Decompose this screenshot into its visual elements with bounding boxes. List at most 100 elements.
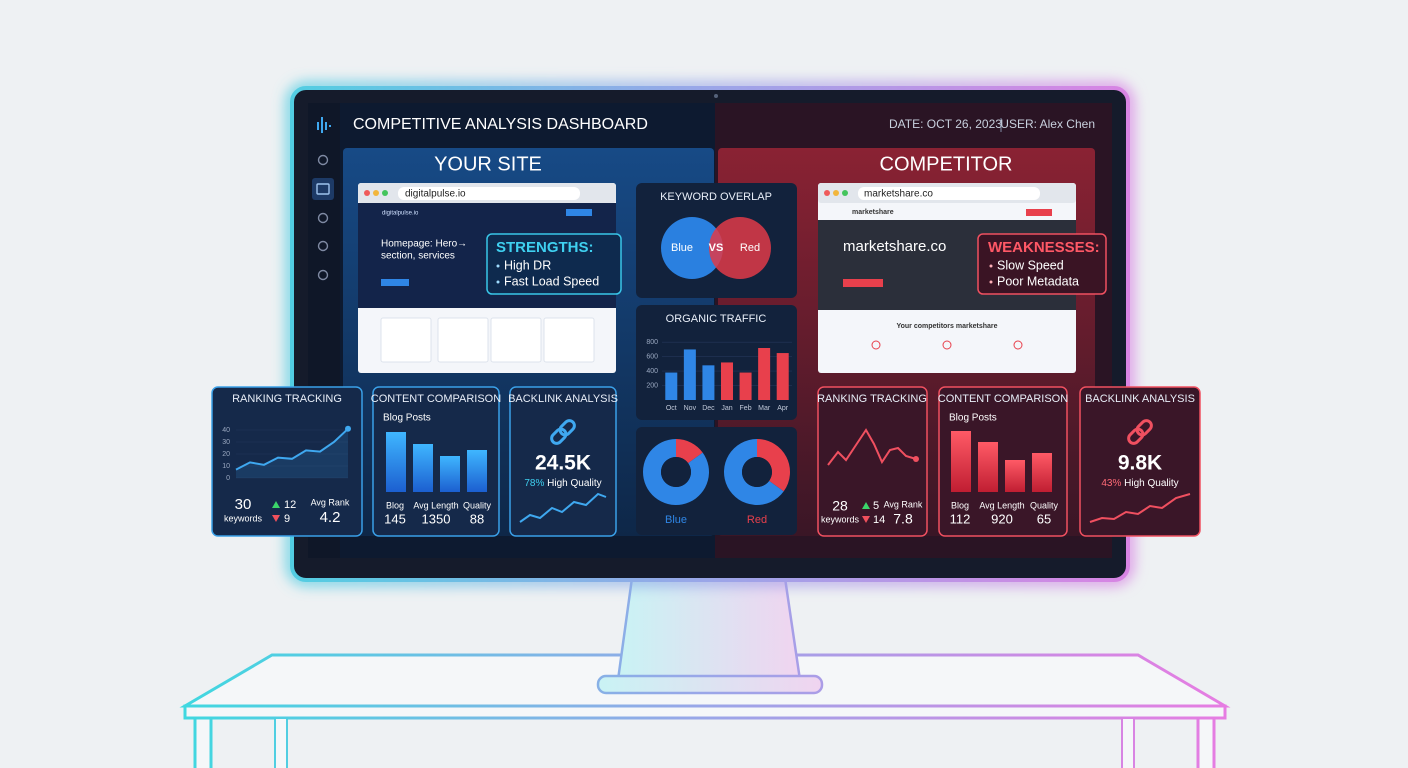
content-subtitle: Blog Posts — [383, 413, 431, 424]
bar — [739, 372, 752, 400]
weakness: Poor Metadata — [997, 274, 1079, 288]
desk-leg — [193, 716, 213, 768]
content-title: CONTENT COMPARISON — [371, 393, 501, 405]
bar — [758, 348, 771, 400]
card — [437, 317, 489, 363]
donut-segment — [757, 439, 790, 492]
dot — [833, 190, 839, 196]
date: DATE: OCT 26, 2023 — [889, 117, 1002, 131]
ranking-panel — [817, 386, 928, 537]
sparkline — [519, 492, 607, 523]
url: marketshare.co — [864, 189, 933, 200]
content-title: CONTENT COMPARISON — [938, 393, 1068, 405]
sidebar-icon — [317, 154, 329, 166]
venn-label: VS — [709, 242, 724, 254]
dot — [824, 190, 830, 196]
monitor-neck — [616, 576, 802, 682]
bullet — [989, 264, 993, 268]
up-count: 5 — [873, 500, 879, 512]
avg-rank: 7.8 — [893, 511, 913, 527]
content-label: Blog — [951, 500, 969, 510]
quality-share: 43% — [1101, 478, 1121, 489]
user: USER: Alex Chen — [1000, 117, 1095, 131]
strength: Fast Load Speed — [504, 274, 599, 288]
quality-label: High Quality — [1124, 478, 1178, 489]
brand: marketshare — [852, 209, 894, 216]
ranking-title: RANKING TRACKING — [817, 393, 927, 405]
desk-leg — [274, 717, 288, 768]
weaknesses-box — [977, 233, 1107, 295]
content-subtitle: Blog Posts — [949, 413, 997, 424]
y-tick-label: 20 — [222, 451, 230, 458]
dot — [842, 190, 848, 196]
backlink-panel — [509, 386, 617, 537]
nav-button — [1026, 209, 1052, 216]
y-tick-label: 400 — [646, 368, 658, 375]
icon — [942, 340, 952, 350]
quality-share: 78% — [524, 478, 544, 489]
section-title: Your competitors marketshare — [896, 323, 997, 330]
ranking-line — [235, 428, 349, 471]
bullet — [496, 264, 500, 268]
logo — [317, 117, 331, 133]
strengths-box — [486, 233, 622, 295]
link-icon — [1127, 419, 1153, 445]
x-tick-label: Mar — [758, 405, 771, 412]
ranking-line — [827, 428, 917, 466]
content-value: 1350 — [422, 511, 451, 526]
backlink-title: BACKLINK ANALYSIS — [508, 393, 618, 405]
content-bar — [467, 450, 487, 492]
content-value: 88 — [470, 511, 484, 526]
dot — [373, 190, 379, 196]
content-bar — [386, 432, 406, 492]
backlink-total: 24.5K — [535, 452, 591, 475]
ranking-panel — [211, 386, 363, 537]
y-tick-label: 0 — [226, 475, 230, 482]
y-tick-label: 10 — [222, 463, 230, 470]
brand: digitalpulse.io — [382, 211, 419, 217]
your-site-heading: YOUR SITE — [434, 153, 542, 175]
url-bar — [858, 187, 1040, 200]
backlink-total: 9.8K — [1118, 452, 1162, 475]
avg-rank-label: Avg Rank — [311, 497, 350, 507]
keywords-count: 30 — [235, 496, 252, 513]
up-arrow — [862, 502, 870, 509]
sidebar-icon — [316, 183, 330, 195]
venn-red — [709, 217, 771, 279]
desk-edge — [183, 704, 1227, 720]
ranking-dot — [345, 425, 351, 432]
bar — [721, 362, 733, 400]
donut-segment — [643, 439, 710, 506]
backlink-quality: 43% High Quality — [1101, 478, 1178, 489]
url: digitalpulse.io — [405, 189, 466, 200]
donut-segment — [676, 439, 703, 464]
content-bar — [1005, 460, 1025, 492]
content-value: 920 — [991, 511, 1013, 526]
down-count: 14 — [873, 514, 885, 526]
link — [1127, 427, 1145, 445]
card — [543, 317, 595, 363]
bullet — [496, 280, 500, 284]
x-tick-label: Jan — [721, 405, 732, 412]
sidebar-icon — [317, 269, 329, 281]
card — [380, 317, 432, 363]
content-label: Blog — [386, 500, 404, 510]
camera — [714, 94, 718, 98]
dot — [382, 190, 388, 196]
content-value: 145 — [384, 511, 406, 526]
venn-blue — [661, 217, 723, 279]
keyword-title: KEYWORD OVERLAP — [660, 191, 772, 203]
donut-label: Blue — [665, 514, 687, 526]
x-tick-label: Nov — [684, 405, 697, 412]
content-label: Quality — [463, 500, 492, 510]
content-bar — [413, 444, 433, 492]
donut-hole — [742, 457, 772, 487]
competitor-heading: COMPETITOR — [880, 153, 1013, 175]
content-value: 112 — [950, 511, 971, 526]
y-tick-label: 40 — [222, 427, 230, 434]
backlink-quality: 78% High Quality — [524, 478, 601, 489]
link — [558, 419, 576, 437]
weakness: Slow Speed — [997, 258, 1064, 272]
dot — [364, 190, 370, 196]
